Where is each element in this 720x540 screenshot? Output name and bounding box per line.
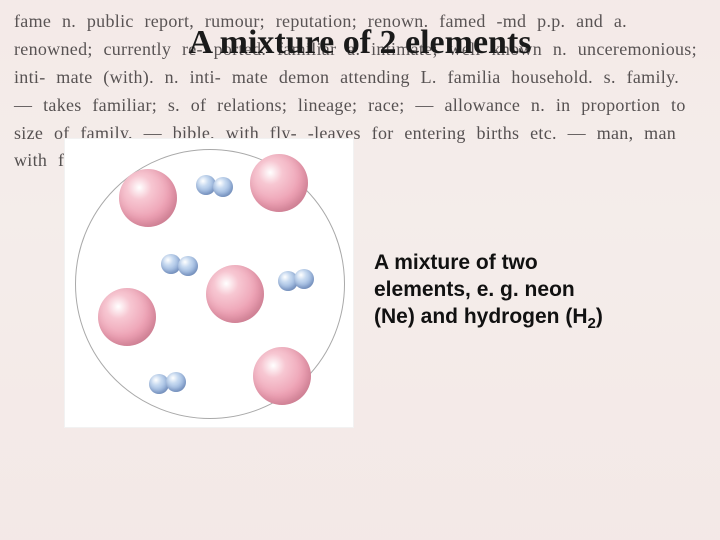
diagram-panel	[64, 138, 354, 428]
caption-line1: A mixture of two	[374, 251, 538, 274]
neon-atom	[119, 169, 177, 227]
neon-atom	[250, 154, 308, 212]
neon-atom	[98, 288, 156, 346]
caption-line3-sub: 2	[588, 315, 596, 332]
caption-text: A mixture of two elements, e. g. neon (N…	[374, 250, 674, 333]
hydrogen-atom	[294, 269, 314, 289]
hydrogen-atom	[166, 372, 186, 392]
caption-line3-post: )	[596, 305, 603, 328]
caption-line3-pre: (Ne) and hydrogen (H	[374, 305, 588, 328]
caption-line2: elements, e. g. neon	[374, 278, 575, 301]
page-title: A mixture of 2 elements	[0, 24, 720, 62]
neon-atom	[206, 265, 264, 323]
hydrogen-atom	[178, 256, 198, 276]
neon-atom	[253, 347, 311, 405]
hydrogen-atom	[213, 177, 233, 197]
